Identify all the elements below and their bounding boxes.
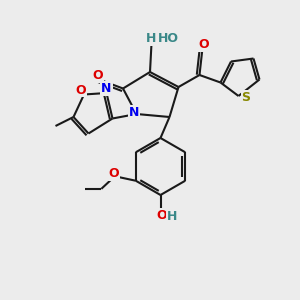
Text: O: O: [75, 83, 86, 97]
Text: H: H: [146, 32, 157, 46]
Text: HO: HO: [158, 32, 179, 46]
Text: N: N: [129, 106, 139, 119]
Text: O: O: [108, 167, 119, 180]
Text: O: O: [199, 38, 209, 51]
Text: O: O: [92, 69, 103, 82]
Text: S: S: [242, 91, 250, 104]
Text: N: N: [101, 82, 112, 95]
Text: H: H: [167, 210, 178, 223]
Text: O: O: [157, 209, 167, 222]
